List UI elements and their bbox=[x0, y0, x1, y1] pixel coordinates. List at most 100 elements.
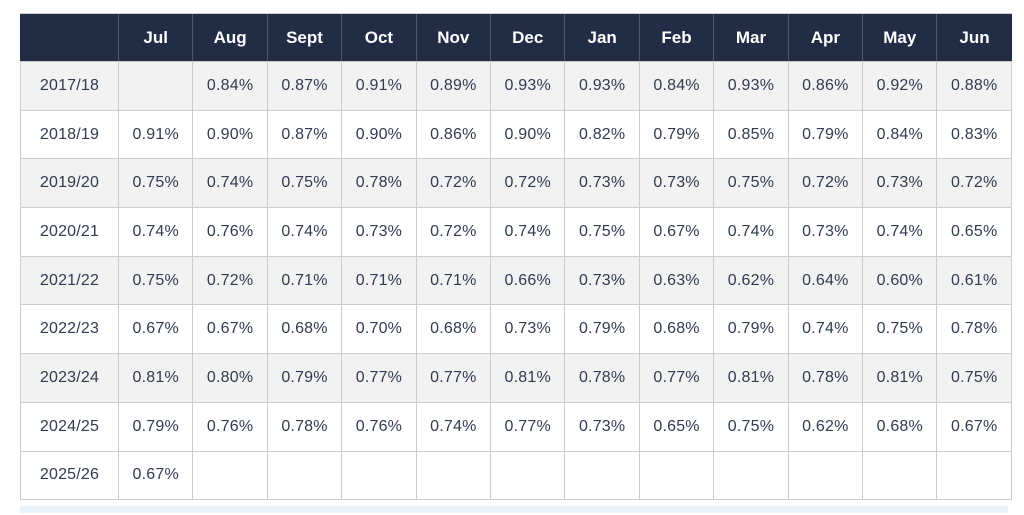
value-cell: 0.73% bbox=[787, 207, 864, 257]
value-cell: 0.83% bbox=[936, 109, 1012, 160]
value-cell: 0.75% bbox=[713, 401, 789, 452]
value-cell: 0.70% bbox=[341, 304, 417, 355]
table-row: 2019/20 0.75% 0.74% 0.75% 0.78% 0.72% 0.72% 0.7… bbox=[20, 158, 1012, 209]
value-cell: 0.68% bbox=[638, 304, 715, 355]
table-row: 2025/26 0.67% bbox=[20, 450, 1012, 501]
value-cell: 0.76% bbox=[192, 207, 268, 257]
value-cell: 0.81% bbox=[490, 353, 566, 403]
table-body: 2017/18 0.84% 0.87% 0.91% 0.89% 0.93% 0.93% 0.8… bbox=[20, 61, 1012, 501]
table-row: 2018/19 0.91% 0.90% 0.87% 0.90% 0.86% 0.90% 0.8… bbox=[20, 109, 1012, 160]
value-cell: 0.62% bbox=[713, 255, 789, 306]
value-cell: 0.79% bbox=[787, 109, 864, 160]
value-cell: 0.79% bbox=[117, 401, 194, 452]
value-cell bbox=[415, 450, 492, 501]
month-header: Nov bbox=[415, 13, 491, 62]
year-cell: 2024/25 bbox=[20, 401, 119, 452]
value-cell: 0.76% bbox=[192, 401, 268, 452]
value-cell bbox=[713, 450, 789, 501]
value-cell: 0.72% bbox=[787, 158, 864, 209]
value-cell: 0.81% bbox=[117, 353, 194, 403]
value-cell: 0.71% bbox=[341, 255, 417, 306]
value-cell: 0.67% bbox=[936, 401, 1012, 452]
value-cell: 0.93% bbox=[490, 61, 566, 111]
value-cell bbox=[341, 450, 417, 501]
value-cell: 0.87% bbox=[266, 61, 343, 111]
value-cell: 0.66% bbox=[490, 255, 566, 306]
value-cell: 0.74% bbox=[787, 304, 864, 355]
value-cell: 0.67% bbox=[192, 304, 268, 355]
value-cell: 0.74% bbox=[862, 207, 938, 257]
value-cell: 0.61% bbox=[936, 255, 1012, 306]
header-row: Jul Aug Sept Oct Nov Dec Jan Feb Mar Apr May Jun bbox=[20, 13, 1012, 62]
year-cell: 2021/22 bbox=[20, 255, 119, 306]
year-cell: 2018/19 bbox=[20, 109, 119, 160]
value-cell: 0.88% bbox=[936, 61, 1012, 111]
value-cell: 0.84% bbox=[862, 109, 938, 160]
value-cell: 0.68% bbox=[862, 401, 938, 452]
value-cell bbox=[266, 450, 343, 501]
table-row: 2023/24 0.81% 0.80% 0.79% 0.77% 0.77% 0.81% 0.7… bbox=[20, 353, 1012, 403]
value-cell: 0.73% bbox=[638, 158, 715, 209]
value-cell bbox=[192, 450, 268, 501]
value-cell: 0.78% bbox=[266, 401, 343, 452]
value-cell: 0.65% bbox=[638, 401, 715, 452]
value-cell: 0.74% bbox=[490, 207, 566, 257]
value-cell: 0.90% bbox=[490, 109, 566, 160]
value-cell: 0.87% bbox=[266, 109, 343, 160]
year-cell: 2022/23 bbox=[20, 304, 119, 355]
year-cell: 2017/18 bbox=[20, 61, 119, 111]
value-cell: 0.90% bbox=[341, 109, 417, 160]
month-header: Dec bbox=[490, 13, 565, 62]
value-cell: 0.75% bbox=[713, 158, 789, 209]
value-cell: 0.68% bbox=[266, 304, 343, 355]
value-cell: 0.81% bbox=[862, 353, 938, 403]
value-cell: 0.77% bbox=[341, 353, 417, 403]
value-cell: 0.77% bbox=[638, 353, 715, 403]
value-cell: 0.86% bbox=[415, 109, 492, 160]
value-cell: 0.75% bbox=[117, 255, 194, 306]
value-cell: 0.73% bbox=[862, 158, 938, 209]
value-cell: 0.73% bbox=[564, 158, 640, 209]
value-cell: 0.78% bbox=[341, 158, 417, 209]
value-cell: 0.72% bbox=[415, 158, 492, 209]
value-cell: 0.67% bbox=[638, 207, 715, 257]
value-cell: 0.77% bbox=[415, 353, 492, 403]
month-header: Jun bbox=[936, 13, 1012, 62]
month-header: Mar bbox=[713, 13, 789, 62]
value-cell: 0.72% bbox=[490, 158, 566, 209]
month-header: Sept bbox=[266, 13, 342, 62]
value-cell: 0.71% bbox=[266, 255, 343, 306]
value-cell: 0.73% bbox=[564, 401, 640, 452]
value-cell: 0.93% bbox=[564, 61, 640, 111]
value-cell: 0.73% bbox=[564, 255, 640, 306]
table-row: 2022/23 0.67% 0.67% 0.68% 0.70% 0.68% 0.73% 0.7… bbox=[20, 304, 1012, 355]
value-cell: 0.79% bbox=[638, 109, 715, 160]
corner-cell bbox=[20, 13, 119, 62]
month-header: Aug bbox=[192, 13, 268, 62]
value-cell: 0.91% bbox=[341, 61, 417, 111]
value-cell: 0.74% bbox=[713, 207, 789, 257]
value-cell: 0.76% bbox=[341, 401, 417, 452]
value-cell: 0.73% bbox=[341, 207, 417, 257]
value-cell: 0.74% bbox=[266, 207, 343, 257]
value-cell: 0.65% bbox=[936, 207, 1012, 257]
value-cell: 0.75% bbox=[266, 158, 343, 209]
value-cell: 0.64% bbox=[787, 255, 864, 306]
year-cell: 2023/24 bbox=[20, 353, 119, 403]
month-header: Oct bbox=[341, 13, 417, 62]
value-cell: 0.84% bbox=[192, 61, 268, 111]
year-cell: 2019/20 bbox=[20, 158, 119, 209]
value-cell bbox=[936, 450, 1012, 501]
value-cell: 0.89% bbox=[415, 61, 492, 111]
bottom-scroll-strip bbox=[20, 506, 1008, 513]
value-cell: 0.72% bbox=[936, 158, 1012, 209]
value-cell: 0.75% bbox=[117, 158, 194, 209]
value-cell: 0.75% bbox=[564, 207, 640, 257]
value-cell: 0.80% bbox=[192, 353, 268, 403]
value-cell: 0.68% bbox=[415, 304, 492, 355]
value-cell: 0.63% bbox=[638, 255, 715, 306]
value-cell: 0.74% bbox=[415, 401, 492, 452]
value-cell bbox=[490, 450, 566, 501]
value-cell: 0.67% bbox=[117, 304, 194, 355]
